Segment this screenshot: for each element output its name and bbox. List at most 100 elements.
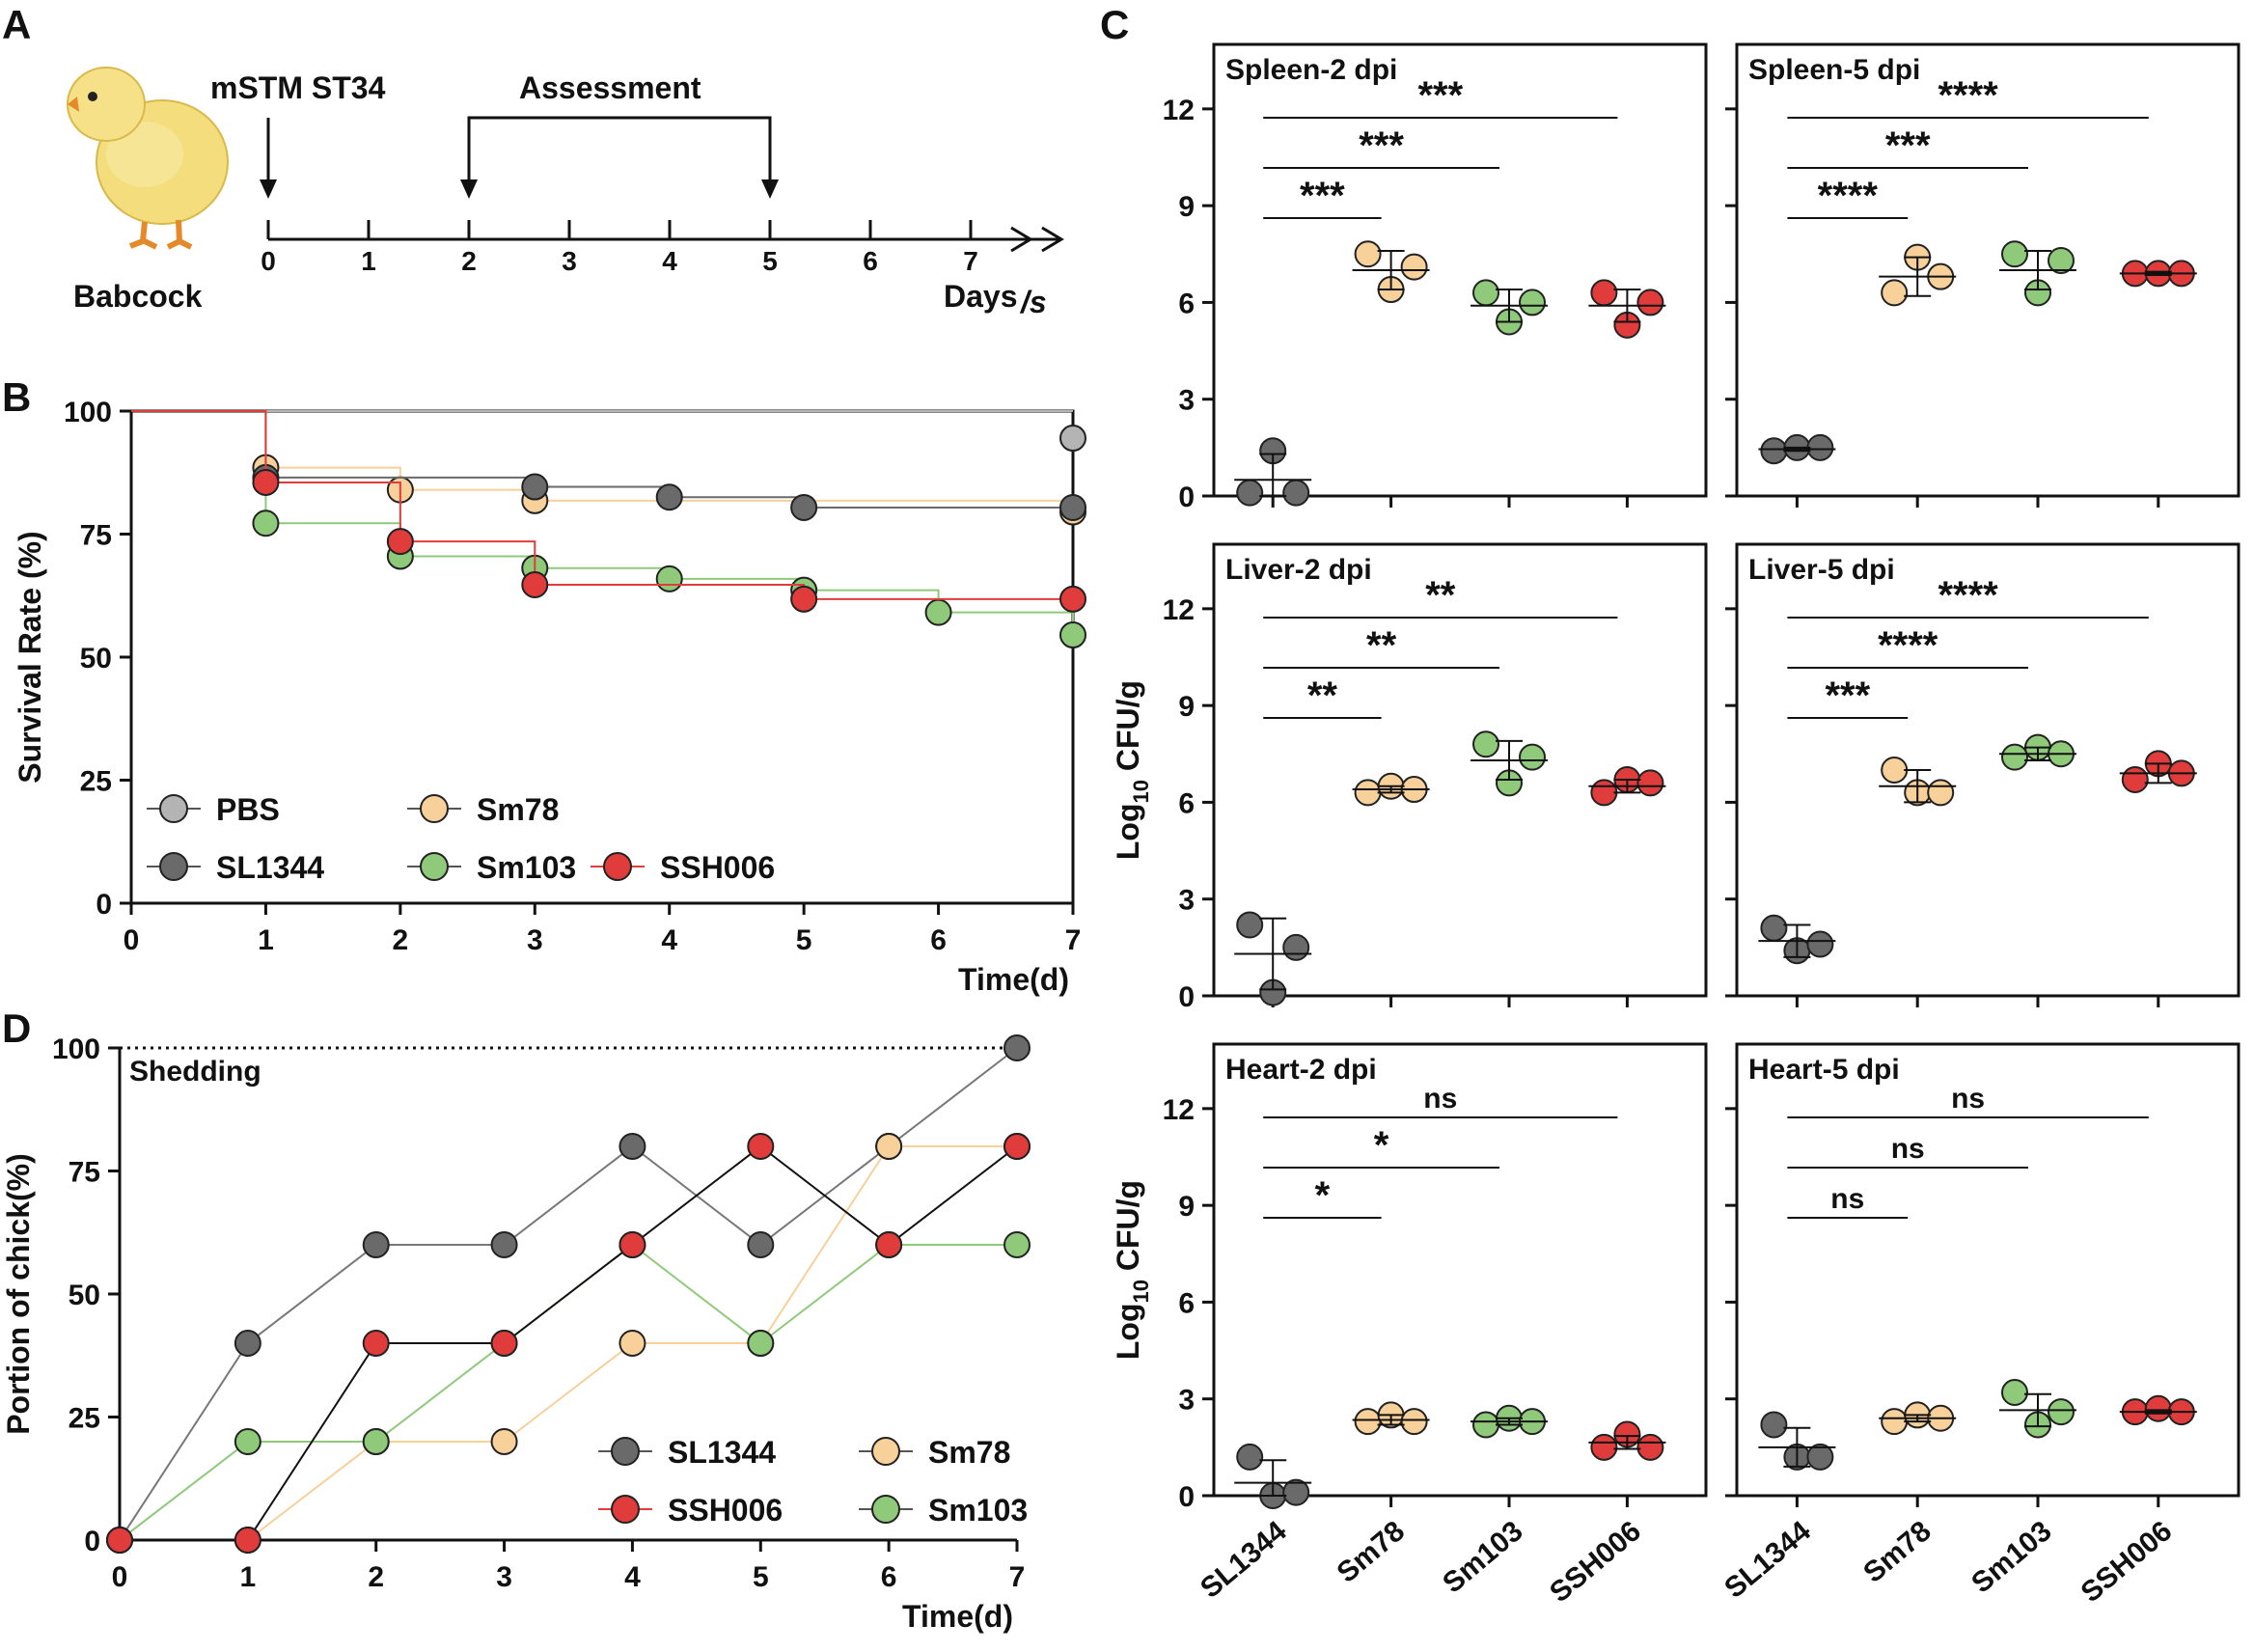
- infection-label: mSTM ST34: [210, 70, 386, 105]
- x-tick-label: 4: [661, 924, 677, 956]
- x-tick-label: 2: [393, 924, 409, 956]
- legend-marker-sm103: [871, 1495, 900, 1524]
- plot-frame: [1735, 42, 2240, 498]
- data-point-sl1344: [1282, 1478, 1310, 1506]
- panel-title: Liver-2 dpi: [1225, 554, 1372, 586]
- significance-label: ****: [1938, 574, 1998, 617]
- y-tick-label: 25: [69, 1403, 100, 1435]
- cfu-panel: Liver-2 dpi 0 3 6 9 12 ** ** ** Log10 CFU/g: [1111, 542, 1708, 1013]
- legend-marker-sm78: [871, 1437, 900, 1466]
- y-axis-label-main: Log: [1111, 803, 1145, 860]
- timeline-tick-label: 3: [562, 246, 577, 276]
- timeline-axis-label-suffix: /s: [1019, 285, 1047, 319]
- data-point-sl1344: [1806, 930, 1834, 958]
- data-point-ssh006: [1059, 585, 1086, 613]
- data-point-ssh006: [1003, 1133, 1031, 1160]
- data-point-sl1344: [1236, 1443, 1264, 1471]
- chart-title: Shedding: [129, 1056, 261, 1088]
- x-axis-label: Time(d): [902, 1599, 1013, 1634]
- data-point-ssh006: [1636, 289, 1664, 317]
- timeline-axis: 0 1 2 3 4 5 6 7: [260, 116, 1064, 276]
- legend-label-sm78: Sm78: [928, 1435, 1010, 1470]
- plot-frame: [1212, 42, 1708, 498]
- data-point-ssh006: [1636, 1433, 1664, 1461]
- significance-label: ns: [1891, 1133, 1925, 1165]
- data-point-ssh006: [106, 1527, 133, 1554]
- y-tick-label: 3: [1178, 885, 1195, 917]
- chick-label: Babcock: [73, 279, 203, 314]
- x-tick-label: 7: [1009, 1561, 1026, 1593]
- x-tick-label: 0: [124, 924, 140, 956]
- y-tick-label: 25: [80, 766, 112, 798]
- timeline-tick-label: 1: [361, 246, 376, 276]
- data-point-ssh006: [1590, 1433, 1618, 1461]
- legend-marker-pbs: [159, 794, 188, 823]
- timeline-axis-label: Days: [944, 279, 1018, 314]
- data-point-sl1344: [1059, 493, 1086, 521]
- data-point-sl1344: [618, 1133, 646, 1160]
- data-point-sm78: [1400, 253, 1428, 281]
- significance-label: ****: [1818, 175, 1879, 217]
- plot-frame: [1735, 542, 2240, 998]
- data-point-sm103: [655, 564, 683, 592]
- data-point-sm78: [1400, 1408, 1428, 1436]
- data-point-sm78: [490, 1428, 518, 1455]
- y-tick-label: 12: [1163, 594, 1195, 626]
- legend-label-sm78: Sm78: [477, 792, 559, 827]
- data-point-sm103: [2048, 246, 2075, 274]
- significance-label: **: [1366, 624, 1397, 667]
- data-point-ssh006: [1590, 279, 1618, 307]
- significance-label: ****: [1878, 624, 1938, 667]
- category-label: SSH006: [1544, 1515, 1647, 1609]
- x-tick-label: 1: [258, 924, 274, 956]
- significance-label: ***: [1300, 175, 1345, 217]
- y-axis-label: Survival Rate (%): [13, 531, 47, 783]
- data-point-sl1344: [1236, 911, 1264, 939]
- data-point-ssh006: [1636, 769, 1664, 797]
- data-point-sl1344: [234, 1330, 261, 1357]
- data-point-sm78: [1881, 757, 1909, 784]
- data-point-sm103: [924, 598, 952, 626]
- assessment-label: Assessment: [519, 70, 701, 105]
- x-tick-label: 5: [796, 924, 812, 956]
- series-line-sl1344: [119, 1047, 1018, 1541]
- category-label: Sm103: [1437, 1515, 1528, 1599]
- y-tick-label: 9: [1178, 191, 1195, 223]
- data-point-sm103: [2048, 1398, 2075, 1426]
- x-tick-label: 0: [112, 1561, 128, 1593]
- timeline-tick-label: 5: [762, 246, 778, 276]
- legend-label-sm103: Sm103: [477, 850, 576, 885]
- legend-label-ssh006: SSH006: [660, 850, 775, 885]
- panel-title: Spleen-2 dpi: [1225, 54, 1397, 86]
- data-point-ssh006: [618, 1231, 646, 1258]
- infection-arrow-head: [260, 179, 277, 199]
- x-tick-label: 2: [368, 1561, 384, 1593]
- legend-marker-ssh006: [603, 852, 632, 881]
- data-point-sm103: [252, 509, 280, 537]
- cfu-panel: Spleen-5 dpi***********: [1725, 42, 2240, 508]
- data-point-sl1344: [1760, 914, 1788, 942]
- legend-label-ssh006: SSH006: [668, 1493, 783, 1528]
- data-point-sl1344: [1236, 479, 1264, 507]
- significance-label: ns: [1423, 1083, 1457, 1115]
- significance-label: **: [1425, 574, 1456, 617]
- data-point-sl1344: [1003, 1034, 1031, 1061]
- assessment-bracket: [467, 116, 772, 189]
- data-point-ssh006: [747, 1133, 775, 1160]
- data-point-ssh006: [875, 1231, 903, 1258]
- data-point-sl1344: [655, 483, 683, 511]
- plot-frame: [1735, 1042, 2240, 1498]
- legend-label-pbs: PBS: [216, 792, 280, 827]
- data-point-sm78: [618, 1330, 646, 1357]
- legend-marker-ssh006: [611, 1495, 640, 1524]
- panel-letter-b: B: [2, 374, 31, 420]
- plot-frame: [1212, 1042, 1708, 1498]
- data-point-ssh006: [386, 528, 414, 556]
- panel-title: Spleen-5 dpi: [1748, 54, 1920, 86]
- y-tick-label: 9: [1178, 1191, 1195, 1223]
- significance-label: ***: [1359, 124, 1404, 167]
- data-point-sl1344: [1806, 433, 1834, 461]
- shedding-chart: 0 25 50 75 100 0 1 2 3 4 5 6 7 Time(d) Portion of chic…: [1, 1033, 1031, 1634]
